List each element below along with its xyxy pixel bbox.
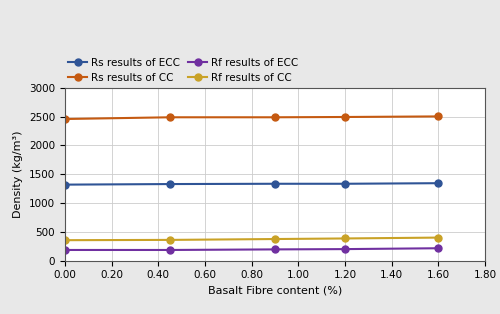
Rf results of ECC <box>62 248 68 252</box>
Rs results of CC <box>62 117 68 121</box>
Line: Rf results of CC: Rf results of CC <box>62 234 442 244</box>
Rf results of ECC <box>342 247 348 251</box>
Rs results of ECC <box>62 183 68 187</box>
Rs results of ECC <box>342 182 348 186</box>
Rf results of CC <box>272 237 278 241</box>
Rf results of CC <box>167 238 173 242</box>
Line: Rs results of CC: Rs results of CC <box>62 113 442 122</box>
Rf results of CC <box>62 238 68 242</box>
Rs results of CC <box>436 115 442 118</box>
X-axis label: Basalt Fibre content (%): Basalt Fibre content (%) <box>208 286 342 296</box>
Rs results of ECC <box>272 182 278 186</box>
Y-axis label: Density (kg/m³): Density (kg/m³) <box>14 131 24 218</box>
Rf results of CC <box>342 236 348 240</box>
Rf results of CC <box>436 236 442 240</box>
Line: Rf results of ECC: Rf results of ECC <box>62 245 442 253</box>
Rs results of CC <box>167 115 173 119</box>
Rs results of ECC <box>436 181 442 185</box>
Rs results of CC <box>342 115 348 119</box>
Rf results of ECC <box>167 248 173 252</box>
Rf results of ECC <box>272 247 278 251</box>
Line: Rs results of ECC: Rs results of ECC <box>62 180 442 188</box>
Rs results of CC <box>272 115 278 119</box>
Legend: Rs results of ECC, Rs results of CC, Rf results of ECC, Rf results of CC: Rs results of ECC, Rs results of CC, Rf … <box>65 55 302 86</box>
Rs results of ECC <box>167 182 173 186</box>
Rf results of ECC <box>436 246 442 250</box>
